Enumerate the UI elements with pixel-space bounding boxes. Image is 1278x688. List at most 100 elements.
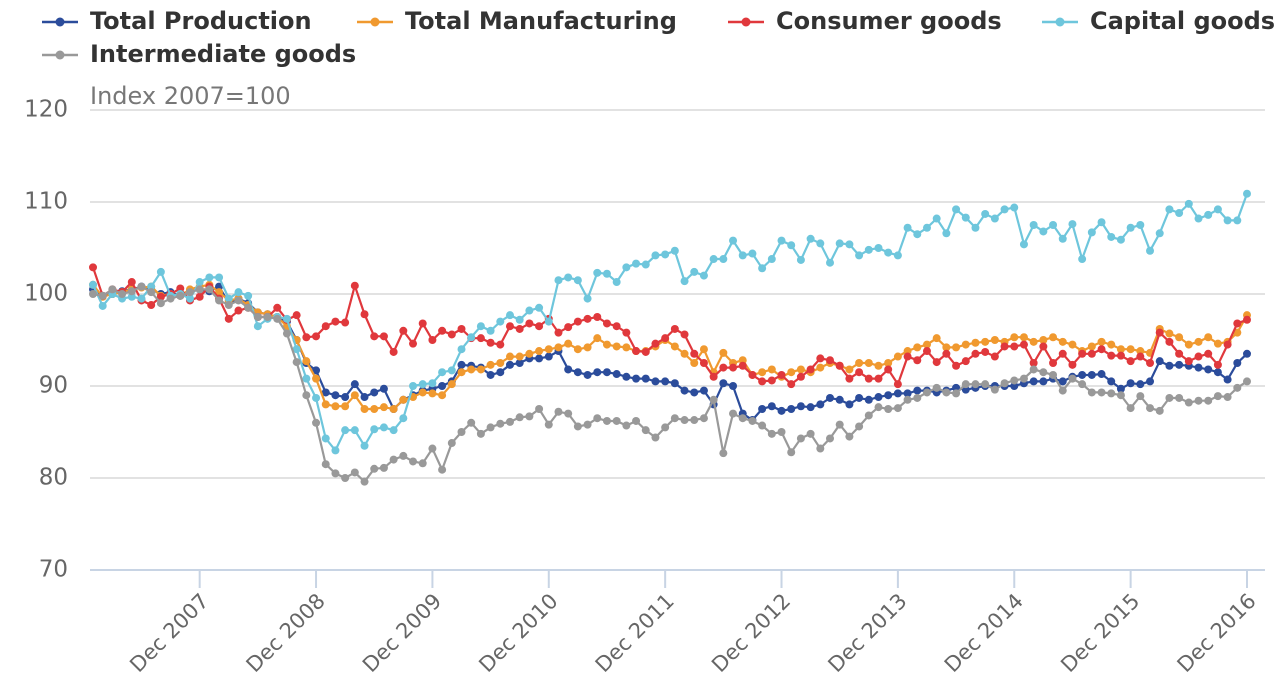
data-point	[525, 306, 534, 315]
legend-item[interactable]: Intermediate goods	[42, 40, 356, 68]
data-point	[670, 342, 679, 351]
data-point	[573, 368, 582, 377]
data-point	[913, 393, 922, 402]
data-point	[990, 214, 999, 223]
data-point	[593, 268, 602, 277]
data-point	[641, 260, 650, 269]
data-point	[1068, 340, 1077, 349]
data-point	[1019, 240, 1028, 249]
data-point	[632, 416, 641, 425]
data-point	[360, 477, 369, 486]
data-point	[486, 326, 495, 335]
x-tick-label: Dec 2012	[707, 589, 795, 677]
data-point	[893, 380, 902, 389]
data-point	[670, 246, 679, 255]
data-point	[661, 423, 670, 432]
data-point	[1000, 205, 1009, 214]
data-point	[1126, 345, 1135, 354]
data-point	[864, 374, 873, 383]
data-point	[457, 345, 466, 354]
data-point	[341, 393, 350, 402]
data-point	[1087, 388, 1096, 397]
data-point	[554, 276, 563, 285]
data-point	[244, 303, 253, 312]
data-point	[321, 322, 330, 331]
data-point	[379, 463, 388, 472]
data-point	[1184, 398, 1193, 407]
data-point	[855, 393, 864, 402]
data-point	[864, 411, 873, 420]
subtitle: Index 2007=100	[90, 82, 291, 110]
legend-marker	[741, 17, 751, 27]
data-point	[942, 343, 951, 352]
data-point	[690, 267, 699, 276]
data-point	[738, 414, 747, 423]
data-point	[932, 334, 941, 343]
legend-item[interactable]: Capital goods	[1042, 7, 1275, 35]
data-point	[1116, 384, 1125, 393]
data-point	[1029, 337, 1038, 346]
data-point	[961, 380, 970, 389]
data-point	[486, 338, 495, 347]
data-point	[787, 405, 796, 413]
data-point	[893, 251, 902, 260]
data-point	[263, 313, 272, 321]
x-tick-label: Dec 2013	[823, 589, 911, 677]
data-point	[457, 428, 466, 436]
data-point	[195, 292, 204, 301]
data-point	[525, 319, 534, 328]
data-point	[1107, 389, 1116, 398]
data-point	[156, 299, 165, 308]
data-point	[457, 360, 466, 369]
data-point	[312, 393, 321, 402]
data-point	[787, 241, 796, 250]
data-point	[108, 285, 117, 294]
data-point	[1087, 342, 1096, 351]
data-point	[156, 292, 165, 301]
data-point	[1078, 370, 1087, 379]
data-point	[370, 405, 379, 413]
data-point	[312, 366, 321, 375]
data-point	[195, 278, 204, 287]
data-point	[1233, 383, 1242, 392]
data-point	[719, 348, 728, 357]
data-point	[224, 294, 233, 303]
data-point	[447, 439, 456, 448]
data-point	[1107, 340, 1116, 349]
data-point	[1107, 351, 1116, 360]
data-point	[816, 444, 825, 453]
data-point	[321, 434, 330, 443]
data-point	[680, 349, 689, 358]
data-point	[903, 223, 912, 232]
data-point	[1213, 360, 1222, 369]
data-point	[1223, 393, 1232, 402]
data-point	[1010, 376, 1019, 385]
data-point	[1039, 377, 1048, 386]
data-point	[1175, 333, 1184, 342]
data-point	[1049, 333, 1058, 342]
data-point	[864, 359, 873, 367]
data-point	[709, 372, 718, 381]
data-point	[253, 313, 262, 321]
legend-item[interactable]: Consumer goods	[728, 7, 1002, 35]
legend-item[interactable]: Total Production	[42, 7, 312, 35]
data-point	[399, 395, 408, 404]
legend-item[interactable]: Total Manufacturing	[357, 7, 677, 35]
legend-marker	[1055, 17, 1065, 27]
data-point	[1029, 221, 1038, 229]
data-point	[748, 416, 757, 425]
data-point	[1136, 347, 1145, 356]
data-point	[89, 290, 97, 298]
data-point	[748, 370, 757, 379]
data-point	[719, 449, 728, 458]
data-point	[350, 468, 359, 477]
data-point	[738, 356, 747, 365]
data-point	[670, 379, 679, 388]
data-point	[1175, 209, 1184, 218]
data-point	[341, 426, 350, 435]
data-point	[447, 380, 456, 389]
data-point	[438, 391, 447, 400]
data-point	[787, 368, 796, 377]
data-point	[1126, 379, 1135, 388]
data-point	[699, 271, 708, 280]
